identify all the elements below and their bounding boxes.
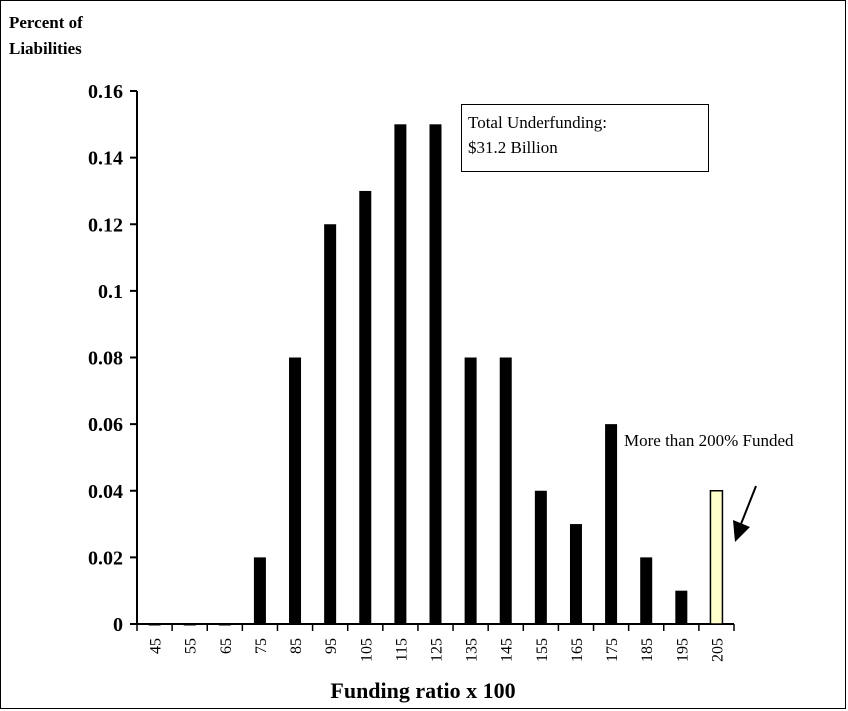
- bar-205: [709, 490, 724, 625]
- x-tick-label: 145: [499, 638, 516, 662]
- x-tick-label: 55: [183, 638, 200, 654]
- y-tick-label: 0.06: [88, 414, 123, 436]
- y-axis-title-line-2: Liabilities: [9, 39, 82, 58]
- y-tick-label: 0.08: [88, 348, 123, 370]
- x-tick-label: 105: [358, 638, 375, 662]
- bar-55: [183, 624, 196, 626]
- bar-145: [499, 357, 512, 624]
- bar-85: [289, 357, 302, 624]
- y-tick-label: 0.12: [88, 214, 123, 236]
- total-underfunding-label: Total Underfunding:: [468, 113, 608, 132]
- total-underfunding-value: $31.2 Billion: [468, 138, 558, 157]
- y-tick-label: 0.1: [98, 281, 123, 303]
- y-axis-title-line-1: Percent of: [9, 13, 83, 32]
- arrow-head-icon: [733, 520, 750, 542]
- x-tick-label: 175: [604, 638, 621, 662]
- y-tick-label: 0: [113, 614, 123, 636]
- annotation-arrow: [733, 485, 757, 542]
- x-tick-label: 45: [148, 638, 165, 654]
- x-tick-label: 165: [569, 638, 586, 662]
- x-tick-label: 65: [218, 638, 235, 654]
- x-tick-label: 115: [393, 638, 410, 661]
- x-tick-label: 125: [429, 638, 446, 662]
- bar-65: [218, 624, 231, 626]
- more-than-200-label: More than 200% Funded: [624, 431, 794, 450]
- x-tick-label: 195: [674, 638, 691, 662]
- x-tick-label: 185: [639, 638, 656, 662]
- y-tick-label: 0.14: [88, 148, 123, 170]
- bar-125: [429, 124, 442, 624]
- x-axis-title: Funding ratio x 100: [330, 678, 516, 703]
- bars: [148, 124, 724, 626]
- y-tick-label: 0.02: [88, 547, 123, 569]
- x-tick-label: 205: [709, 638, 726, 662]
- bar-45: [148, 624, 161, 626]
- y-axis: 0 0.02 0.04 0.06 0.08 0.1 0.12 0.14 0.16: [88, 81, 138, 636]
- y-axis-title: Percent of Liabilities: [9, 10, 83, 62]
- x-tick-label: 95: [323, 638, 340, 654]
- x-tick-label: 75: [253, 638, 270, 654]
- bar-105: [359, 190, 372, 624]
- bar-95: [324, 224, 337, 624]
- x-axis: 45 55 65 75 85 95 105 115 125 135 145 155 165 175 185 1…: [136, 623, 735, 662]
- bar-165: [569, 524, 582, 624]
- x-tick-label: 85: [288, 638, 305, 654]
- bar-185: [640, 557, 653, 624]
- bar-135: [464, 357, 477, 624]
- bar-115: [394, 124, 407, 624]
- y-tick-label: 0.04: [88, 481, 123, 503]
- total-underfunding-box: Total Underfunding: $31.2 Billion: [461, 104, 709, 172]
- bar-75: [253, 557, 266, 624]
- bar-155: [534, 490, 547, 624]
- x-tick-label: 155: [534, 638, 551, 662]
- bar-195: [675, 590, 688, 624]
- y-tick-label: 0.16: [88, 81, 123, 103]
- arrow-shaft: [740, 485, 757, 525]
- bar-175: [605, 424, 618, 624]
- x-tick-label: 135: [464, 638, 481, 662]
